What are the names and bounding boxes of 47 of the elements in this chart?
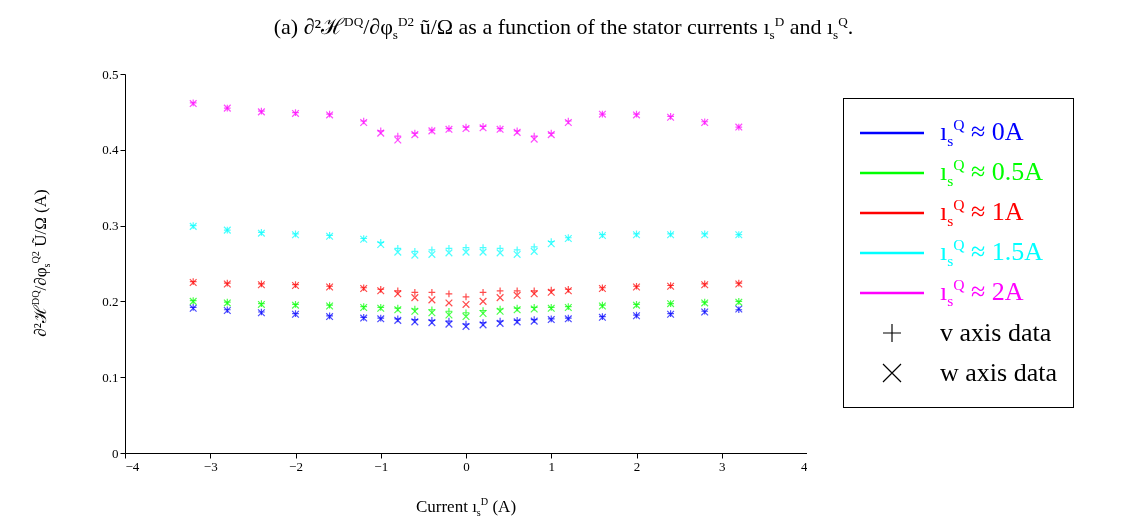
point (462, 308, 470, 317)
x-tick-label: −2 (289, 458, 303, 474)
point (445, 298, 453, 307)
point (445, 244, 453, 253)
point (410, 247, 419, 256)
text: w axis data (940, 358, 1057, 388)
x-tick-label: 3 (719, 458, 726, 474)
legend-label: ı$_{s}$$^{Q}$ ≈ 2A (940, 276, 1024, 310)
point (445, 317, 453, 326)
point (410, 251, 419, 260)
x-tick-label: −1 (374, 458, 389, 474)
x-tick-label: −3 (203, 458, 218, 474)
point (393, 248, 402, 257)
y-tick-label: 0.4 (102, 142, 119, 158)
x-axis-title: Current ı$_{s}$$^{D}$ (A) (415, 496, 517, 519)
point (496, 244, 505, 253)
point (445, 320, 453, 329)
y-tick-label: 0 (112, 445, 119, 461)
x-tick-label: −4 (125, 458, 140, 474)
point (462, 312, 470, 321)
point (496, 286, 505, 295)
point (462, 292, 470, 301)
y-tick-label: 0.1 (102, 369, 119, 385)
point (479, 297, 487, 306)
x-tick-label: 4 (801, 458, 808, 474)
legend-label: ı$_{s}$$^{Q}$ ≈ 1A (940, 196, 1024, 230)
x-tick-label: 1 (548, 458, 555, 474)
point (445, 311, 453, 319)
legend-label: ı$_{s}$$^{Q}$ ≈ 0.5A (940, 156, 1044, 190)
chart-title: (a) ∂²ℋ$^{DQ}$/∂φ$_{s}$$^{D2}$ ũ/Ω as a function of the stator currents ı$_{s}$$^{D}$ and ı$_{s}$$^{Q}$. (273, 13, 854, 43)
point (496, 248, 505, 257)
legend-label: ı$_{s}$$^{Q}$ ≈ 1.5A (940, 236, 1044, 270)
point (479, 288, 487, 297)
point (496, 293, 505, 302)
y-tick-label: 0.3 (102, 218, 119, 234)
y-tick-label: 0.2 (102, 293, 119, 309)
x-tick-label: 2 (633, 458, 641, 474)
point (445, 289, 453, 298)
point (445, 307, 453, 316)
text: v axis data (940, 318, 1052, 348)
point (427, 288, 436, 297)
x-tick-label: 0 (463, 458, 470, 474)
point (462, 300, 470, 309)
point (427, 295, 436, 304)
y-tick-label: 0.5 (102, 66, 119, 82)
legend-label: ı$_{s}$$^{Q}$ ≈ 0A (940, 116, 1024, 150)
point (445, 248, 453, 257)
